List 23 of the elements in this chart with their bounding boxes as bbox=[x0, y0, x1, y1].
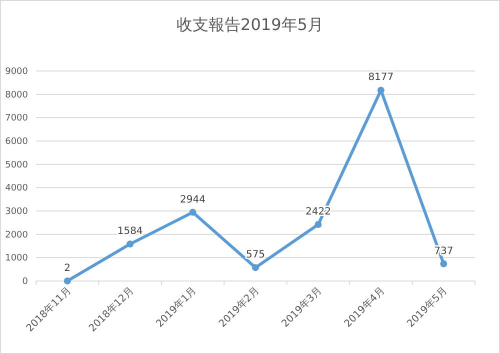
point bbox=[64, 277, 71, 284]
point bbox=[189, 208, 196, 216]
chart-title: 收支報告2019年5月 bbox=[176, 15, 324, 34]
y-tick-label: 8000 bbox=[5, 90, 28, 100]
data-label: 2944 bbox=[180, 194, 206, 206]
point bbox=[440, 260, 448, 268]
y-tick-label: 6000 bbox=[5, 137, 28, 147]
data-label: 1584 bbox=[117, 226, 143, 238]
data-label: 575 bbox=[246, 250, 266, 261]
point bbox=[377, 86, 384, 94]
point bbox=[314, 220, 322, 228]
point bbox=[252, 264, 259, 272]
y-tick-label: 2000 bbox=[5, 230, 28, 240]
y-tick-label: 0 bbox=[22, 277, 28, 287]
y-tick-label: 9000 bbox=[5, 67, 28, 77]
y-tick-label: 7000 bbox=[5, 114, 28, 124]
y-tick-label: 3000 bbox=[5, 207, 28, 217]
y-tick-label: 5000 bbox=[5, 160, 28, 170]
data-label: 8177 bbox=[368, 72, 394, 84]
y-tick-label: 4000 bbox=[5, 184, 28, 194]
y-tick-label: 1000 bbox=[5, 254, 28, 264]
point bbox=[126, 240, 134, 248]
data-label: 2 bbox=[64, 262, 71, 274]
